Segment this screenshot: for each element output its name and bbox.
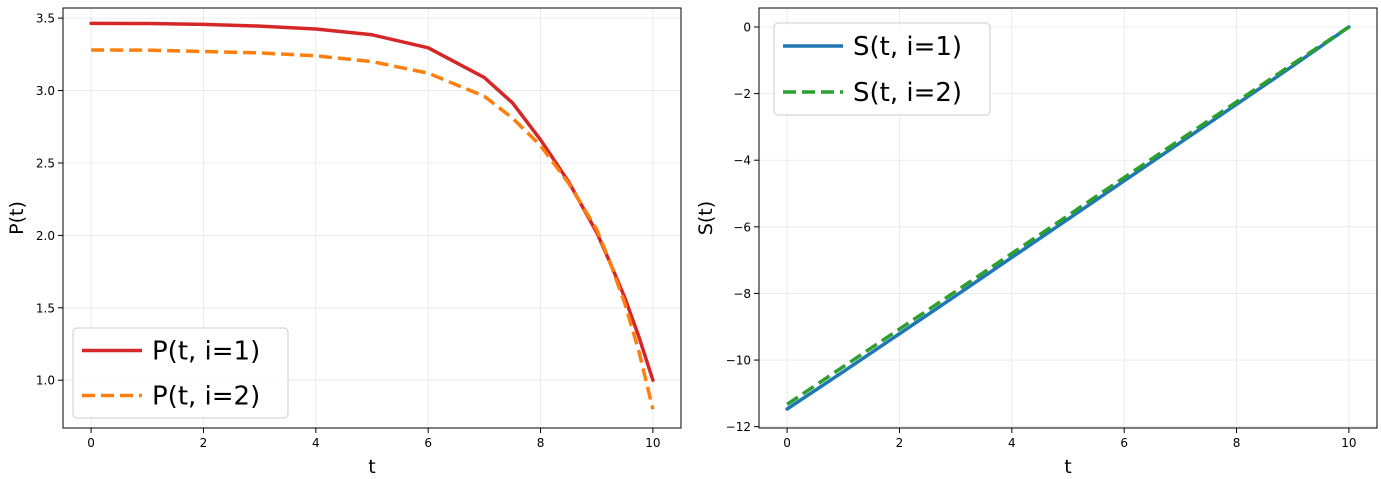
y-axis-label: P(t) bbox=[6, 201, 28, 235]
y-tick-label: −2 bbox=[733, 87, 751, 101]
x-tick-label: 2 bbox=[200, 436, 208, 450]
y-tick-label: 1.5 bbox=[36, 301, 55, 315]
series-line-s-t-i-1 bbox=[785, 25, 1351, 411]
x-tick-label: 8 bbox=[1233, 436, 1241, 450]
series-line-p-t-i-2 bbox=[91, 48, 655, 410]
y-tick-label: −12 bbox=[726, 420, 751, 434]
chart-panel-1: 0 2 4 6 8 101.01.52.02.53.03.5tP(t)P(t, i=1)P… bbox=[6, 7, 682, 478]
x-tick-label: 0 bbox=[783, 436, 791, 450]
plot-area-frame bbox=[758, 7, 1378, 429]
x-tick-label: 4 bbox=[312, 436, 320, 450]
x-axis-label: t bbox=[368, 456, 375, 478]
legend-entry-label: S(t, i=2) bbox=[853, 78, 962, 108]
plot-area-frame bbox=[62, 7, 682, 429]
x-tick-label: 6 bbox=[424, 436, 432, 450]
legend-entry-label: S(t, i=1) bbox=[853, 32, 962, 62]
y-tick-label: −6 bbox=[733, 220, 751, 234]
legend: P(t, i=1) P(t, i=2) bbox=[72, 327, 289, 419]
y-tick-label: −4 bbox=[733, 154, 751, 168]
y-tick-label: 2.0 bbox=[36, 229, 55, 243]
x-tick-label: 0 bbox=[87, 436, 95, 450]
x-tick-label: 2 bbox=[896, 436, 904, 450]
y-tick-label: 0 bbox=[743, 20, 751, 34]
y-tick-label: −10 bbox=[726, 354, 751, 368]
x-tick-label: 4 bbox=[1008, 436, 1016, 450]
legend-entry-label: P(t, i=1) bbox=[152, 337, 260, 367]
x-tick-label: 6 bbox=[1120, 436, 1128, 450]
x-axis-label: t bbox=[1064, 456, 1071, 478]
y-tick-label: 3.5 bbox=[36, 12, 55, 26]
y-tick-label: −8 bbox=[733, 287, 751, 301]
x-tick-label: 10 bbox=[645, 436, 660, 450]
y-tick-label: 3.0 bbox=[36, 84, 55, 98]
legend-entry-label: P(t, i=2) bbox=[152, 382, 260, 412]
y-axis-label: S(t) bbox=[695, 201, 717, 235]
x-tick-label: 10 bbox=[1341, 436, 1356, 450]
y-tick-label: 1.0 bbox=[36, 374, 55, 388]
y-tick-label: 2.5 bbox=[36, 156, 55, 170]
legend: S(t, i=1) S(t, i=2) bbox=[773, 22, 991, 116]
x-tick-label: 8 bbox=[537, 436, 545, 450]
